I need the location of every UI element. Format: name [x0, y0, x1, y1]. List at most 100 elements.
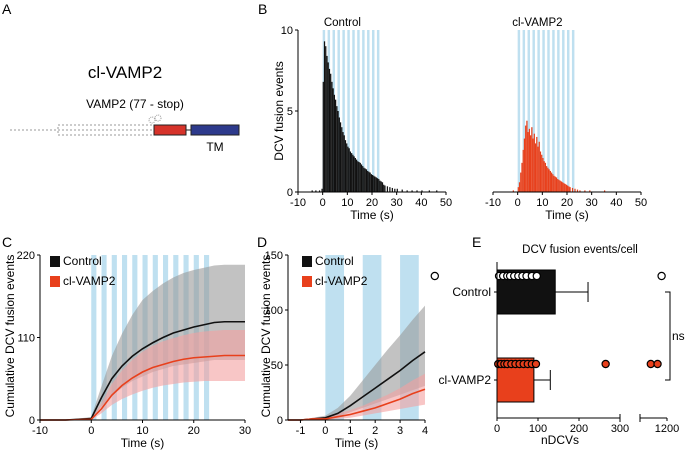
tm-domain-box: [190, 124, 240, 136]
stimulation-bar: [352, 30, 355, 192]
histogram-bar: [384, 185, 386, 192]
x-tick-label: 0: [320, 197, 326, 209]
x-tick-label: -1: [296, 425, 306, 437]
construct-label: VAMP2 (77 - stop): [86, 97, 184, 111]
histogram-bar: [550, 172, 553, 192]
data-point: [657, 271, 666, 281]
legend-swatch: [50, 256, 60, 267]
histogram-bar: [327, 62, 329, 193]
stimulation-bar: [557, 30, 560, 192]
histogram-bar: [375, 177, 377, 192]
histogram-bar: [548, 169, 550, 192]
significance-bracket: [665, 291, 671, 381]
stimulation-bar: [325, 255, 345, 420]
histogram-bar: [358, 162, 360, 192]
histogram-bar: [325, 46, 327, 193]
histogram-bar: [394, 188, 396, 192]
histogram-bar: [543, 161, 545, 192]
histogram-bar: [311, 190, 313, 192]
histogram-bar: [547, 167, 549, 192]
histogram-bar: [526, 120, 528, 192]
tm-label: TM: [206, 140, 223, 154]
histogram-bar: [532, 138, 534, 192]
histogram-bar: [383, 184, 385, 192]
stimulation-bar: [372, 30, 375, 192]
legend-label: Control: [315, 254, 354, 268]
x-tick-label: 40: [415, 197, 427, 209]
histogram-bar: [386, 186, 389, 192]
histogram-bar: [370, 174, 372, 192]
stimulation-bar: [517, 30, 521, 192]
x-tick-label: 50: [440, 197, 452, 209]
histogram-bar: [558, 179, 560, 192]
category-label: Control: [452, 285, 491, 299]
histogram-bar: [525, 125, 527, 192]
histogram-bar: [555, 177, 558, 192]
y-tick-label: 50: [271, 360, 283, 372]
histogram-bar: [342, 132, 344, 192]
x-tick-label: -10: [290, 197, 306, 209]
histogram-bar: [531, 127, 533, 192]
histogram-bar: [522, 149, 524, 192]
histogram-bar: [368, 171, 370, 192]
histogram-bar: [563, 183, 565, 192]
histogram-bar: [344, 140, 347, 192]
histogram-bar: [322, 81, 324, 192]
x-tick-label: 300: [611, 423, 629, 435]
histogram-bar: [527, 132, 529, 192]
histogram-bar: [530, 135, 532, 192]
histogram-bar: [341, 127, 343, 192]
chart-title: Control: [324, 17, 361, 29]
histogram-bar: [396, 188, 398, 192]
histogram-bar: [333, 94, 335, 192]
data-point: [532, 271, 541, 281]
histogram-bar: [411, 190, 413, 192]
histogram-bar: [360, 164, 363, 192]
legend-label: cl-VAMP2: [63, 274, 116, 288]
x-tick-label: 0: [322, 425, 328, 437]
stimulation-bar: [342, 30, 345, 192]
x-tick-label: 40: [610, 197, 622, 209]
y-tick-label: 5: [287, 106, 293, 118]
histogram-bar: [379, 180, 381, 192]
x-tick-label: 20: [188, 425, 200, 437]
histogram-bar: [378, 179, 380, 192]
y-tick-label: 10: [281, 25, 293, 37]
histogram-bar: [562, 182, 564, 192]
stimulation-bar: [367, 30, 370, 192]
histogram-bar: [335, 99, 337, 192]
histogram-bar: [533, 133, 535, 192]
sem-band: [40, 330, 245, 420]
stimulation-bar: [527, 30, 530, 192]
y-tick-label: 0: [287, 187, 293, 199]
histogram-bar: [380, 181, 382, 192]
histogram-bar: [376, 178, 379, 192]
x-tick-label: 1200: [655, 423, 679, 435]
histogram-bar: [546, 166, 548, 192]
histogram-bar: [520, 172, 522, 192]
x-tick-label: 0: [88, 425, 94, 437]
histogram-bar: [321, 188, 323, 192]
histogram-bar: [537, 146, 539, 192]
construct-title: cl-VAMP2: [88, 63, 162, 82]
stimulation-bar: [567, 30, 570, 192]
panel-c-label: C: [2, 234, 12, 250]
histogram-bar: [323, 41, 326, 193]
histogram-bar: [401, 189, 403, 192]
histogram-bar: [541, 154, 543, 192]
c-y-axis-label: Cumulative DCV fusion events: [3, 255, 17, 418]
y-tick-label: 110: [17, 333, 35, 345]
histogram-bar: [571, 187, 574, 192]
panel-e-label: E: [472, 234, 481, 250]
y-tick-label: 0: [277, 415, 283, 427]
stimulation-bar: [547, 30, 550, 192]
histogram-bar: [552, 174, 554, 192]
histogram-bar: [539, 151, 542, 192]
histogram-bar: [568, 186, 570, 192]
histogram-bar: [357, 161, 359, 192]
histogram-bar: [362, 166, 364, 192]
panel-a: A cl-VAMP2 VAMP2 (77 - stop) TM: [2, 1, 240, 154]
stimulation-bar: [111, 255, 117, 420]
stimulation-bar: [542, 30, 545, 192]
x-axis-label: Time (s): [350, 208, 394, 222]
